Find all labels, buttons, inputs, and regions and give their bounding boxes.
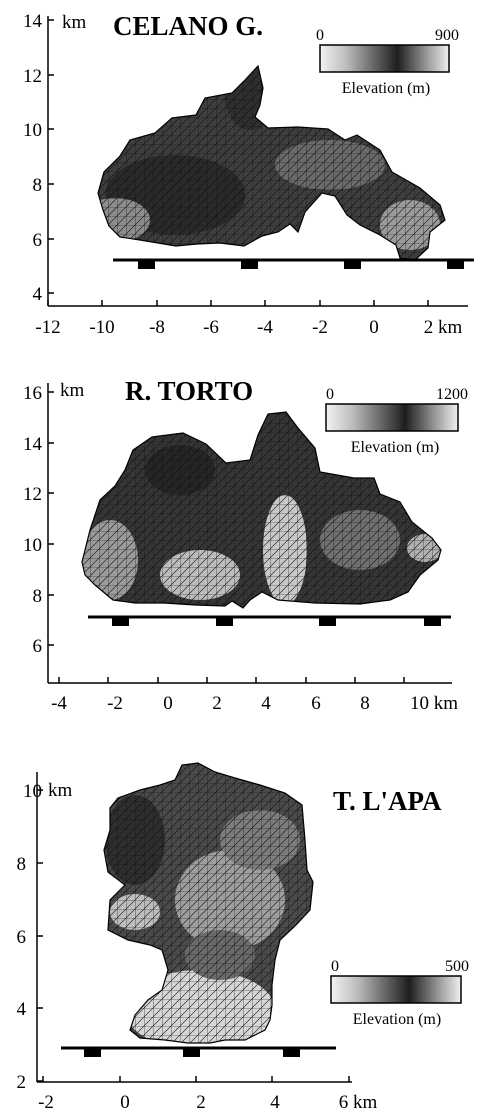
x-ticks: -12 -10 -8 -6 -4 -2 0 2 km: [35, 300, 462, 338]
y-tick-label: 6: [33, 636, 43, 657]
basin-mesh: [104, 763, 313, 1043]
panel-celano: km CELANO G. 4: [23, 11, 474, 338]
elevation-legend: 0 1200 Elevation (m): [325, 386, 468, 456]
legend-colorbar: [325, 403, 459, 432]
basin-outline: [81, 411, 442, 609]
y-axis-unit: km: [62, 12, 87, 33]
y-tick-label: 2: [17, 1072, 27, 1093]
x-tick-label: -4: [51, 693, 67, 714]
panel-title: CELANO G.: [113, 11, 263, 41]
legend-max: 1200: [436, 386, 468, 403]
scale-block: [241, 261, 258, 269]
y-tick-label: 10: [23, 535, 42, 556]
basin-outline: [97, 64, 446, 261]
y-tick-label: 10: [23, 781, 42, 802]
x-tick-label: 6: [311, 693, 321, 714]
x-tick-label: -2: [107, 693, 123, 714]
x-tick-label: 4: [261, 693, 271, 714]
y-tick-label: 16: [23, 383, 42, 404]
x-tick-label: 0: [163, 693, 173, 714]
x-ticks: -4 -2 0 2 4 6 8 10 km: [51, 677, 458, 714]
scale-block: [112, 618, 129, 626]
x-tick-label: -2: [38, 1092, 54, 1112]
x-tick-label: -8: [149, 317, 165, 338]
scale-block: [216, 618, 233, 626]
scale-block: [424, 618, 441, 626]
x-tick-label: 0: [120, 1092, 130, 1112]
panel-title: R. TORTO: [125, 376, 253, 406]
y-ticks: 2 4 6 8 10: [17, 781, 43, 1093]
panel-title: T. L'APA: [333, 786, 442, 816]
x-tick-label: -10: [89, 317, 114, 338]
legend-max: 500: [445, 958, 469, 975]
panel-lapa: km T. L'APA 2 4 6 8: [17, 762, 469, 1112]
legend-min: 0: [331, 958, 339, 975]
x-tick-label: 10 km: [410, 693, 458, 714]
legend-label: Elevation (m): [351, 439, 439, 456]
y-ticks: 6 8 10 12 14 16: [23, 383, 54, 657]
scale-block: [138, 261, 155, 269]
y-tick-label: 10: [23, 120, 42, 141]
y-tick-label: 4: [17, 999, 27, 1020]
scale-block: [283, 1049, 300, 1057]
legend-colorbar: [330, 975, 462, 1004]
y-tick-label: 14: [23, 434, 43, 455]
panel-torto: km R. TORTO 6 8: [23, 376, 468, 714]
scale-block: [447, 261, 464, 269]
y-tick-label: 14: [23, 11, 43, 32]
y-ticks: 4 6 8 10 12 14: [23, 11, 54, 305]
legend-label: Elevation (m): [342, 80, 430, 97]
x-tick-label: 0: [369, 317, 379, 338]
legend-min: 0: [316, 27, 324, 44]
y-axis-unit: km: [60, 380, 85, 401]
x-tick-label: 8: [360, 693, 370, 714]
x-tick-label: 2: [196, 1092, 206, 1112]
y-tick-label: 12: [23, 484, 42, 505]
scale-block: [183, 1049, 200, 1057]
elevation-legend: 0 900 Elevation (m): [316, 27, 459, 97]
y-tick-label: 8: [33, 175, 43, 196]
y-tick-label: 12: [23, 66, 42, 87]
y-axis-unit: km: [48, 780, 73, 801]
x-tick-label: 4: [270, 1092, 280, 1112]
y-tick-label: 4: [33, 284, 43, 305]
legend-colorbar: [319, 44, 450, 73]
x-tick-label: 2: [212, 693, 222, 714]
y-tick-label: 8: [33, 586, 43, 607]
x-tick-label: -4: [257, 317, 273, 338]
legend-label: Elevation (m): [353, 1011, 441, 1028]
scale-block: [84, 1049, 101, 1057]
y-tick-label: 6: [17, 927, 27, 948]
x-tick-label: -12: [35, 317, 60, 338]
basin-outline: [103, 762, 314, 1044]
x-tick-label: -2: [312, 317, 328, 338]
x-tick-label: 2 km: [424, 317, 463, 338]
x-tick-label: -6: [203, 317, 219, 338]
legend-min: 0: [326, 386, 334, 403]
legend-max: 900: [435, 27, 459, 44]
y-tick-label: 8: [17, 854, 27, 875]
x-tick-label: 6 km: [339, 1092, 378, 1112]
scale-block: [344, 261, 361, 269]
basin-mesh: [82, 412, 441, 608]
scale-block: [319, 618, 336, 626]
x-ticks: -2 0 2 4 6 km: [38, 1076, 377, 1112]
elevation-legend: 0 500 Elevation (m): [330, 958, 469, 1028]
y-tick-label: 6: [33, 230, 43, 251]
